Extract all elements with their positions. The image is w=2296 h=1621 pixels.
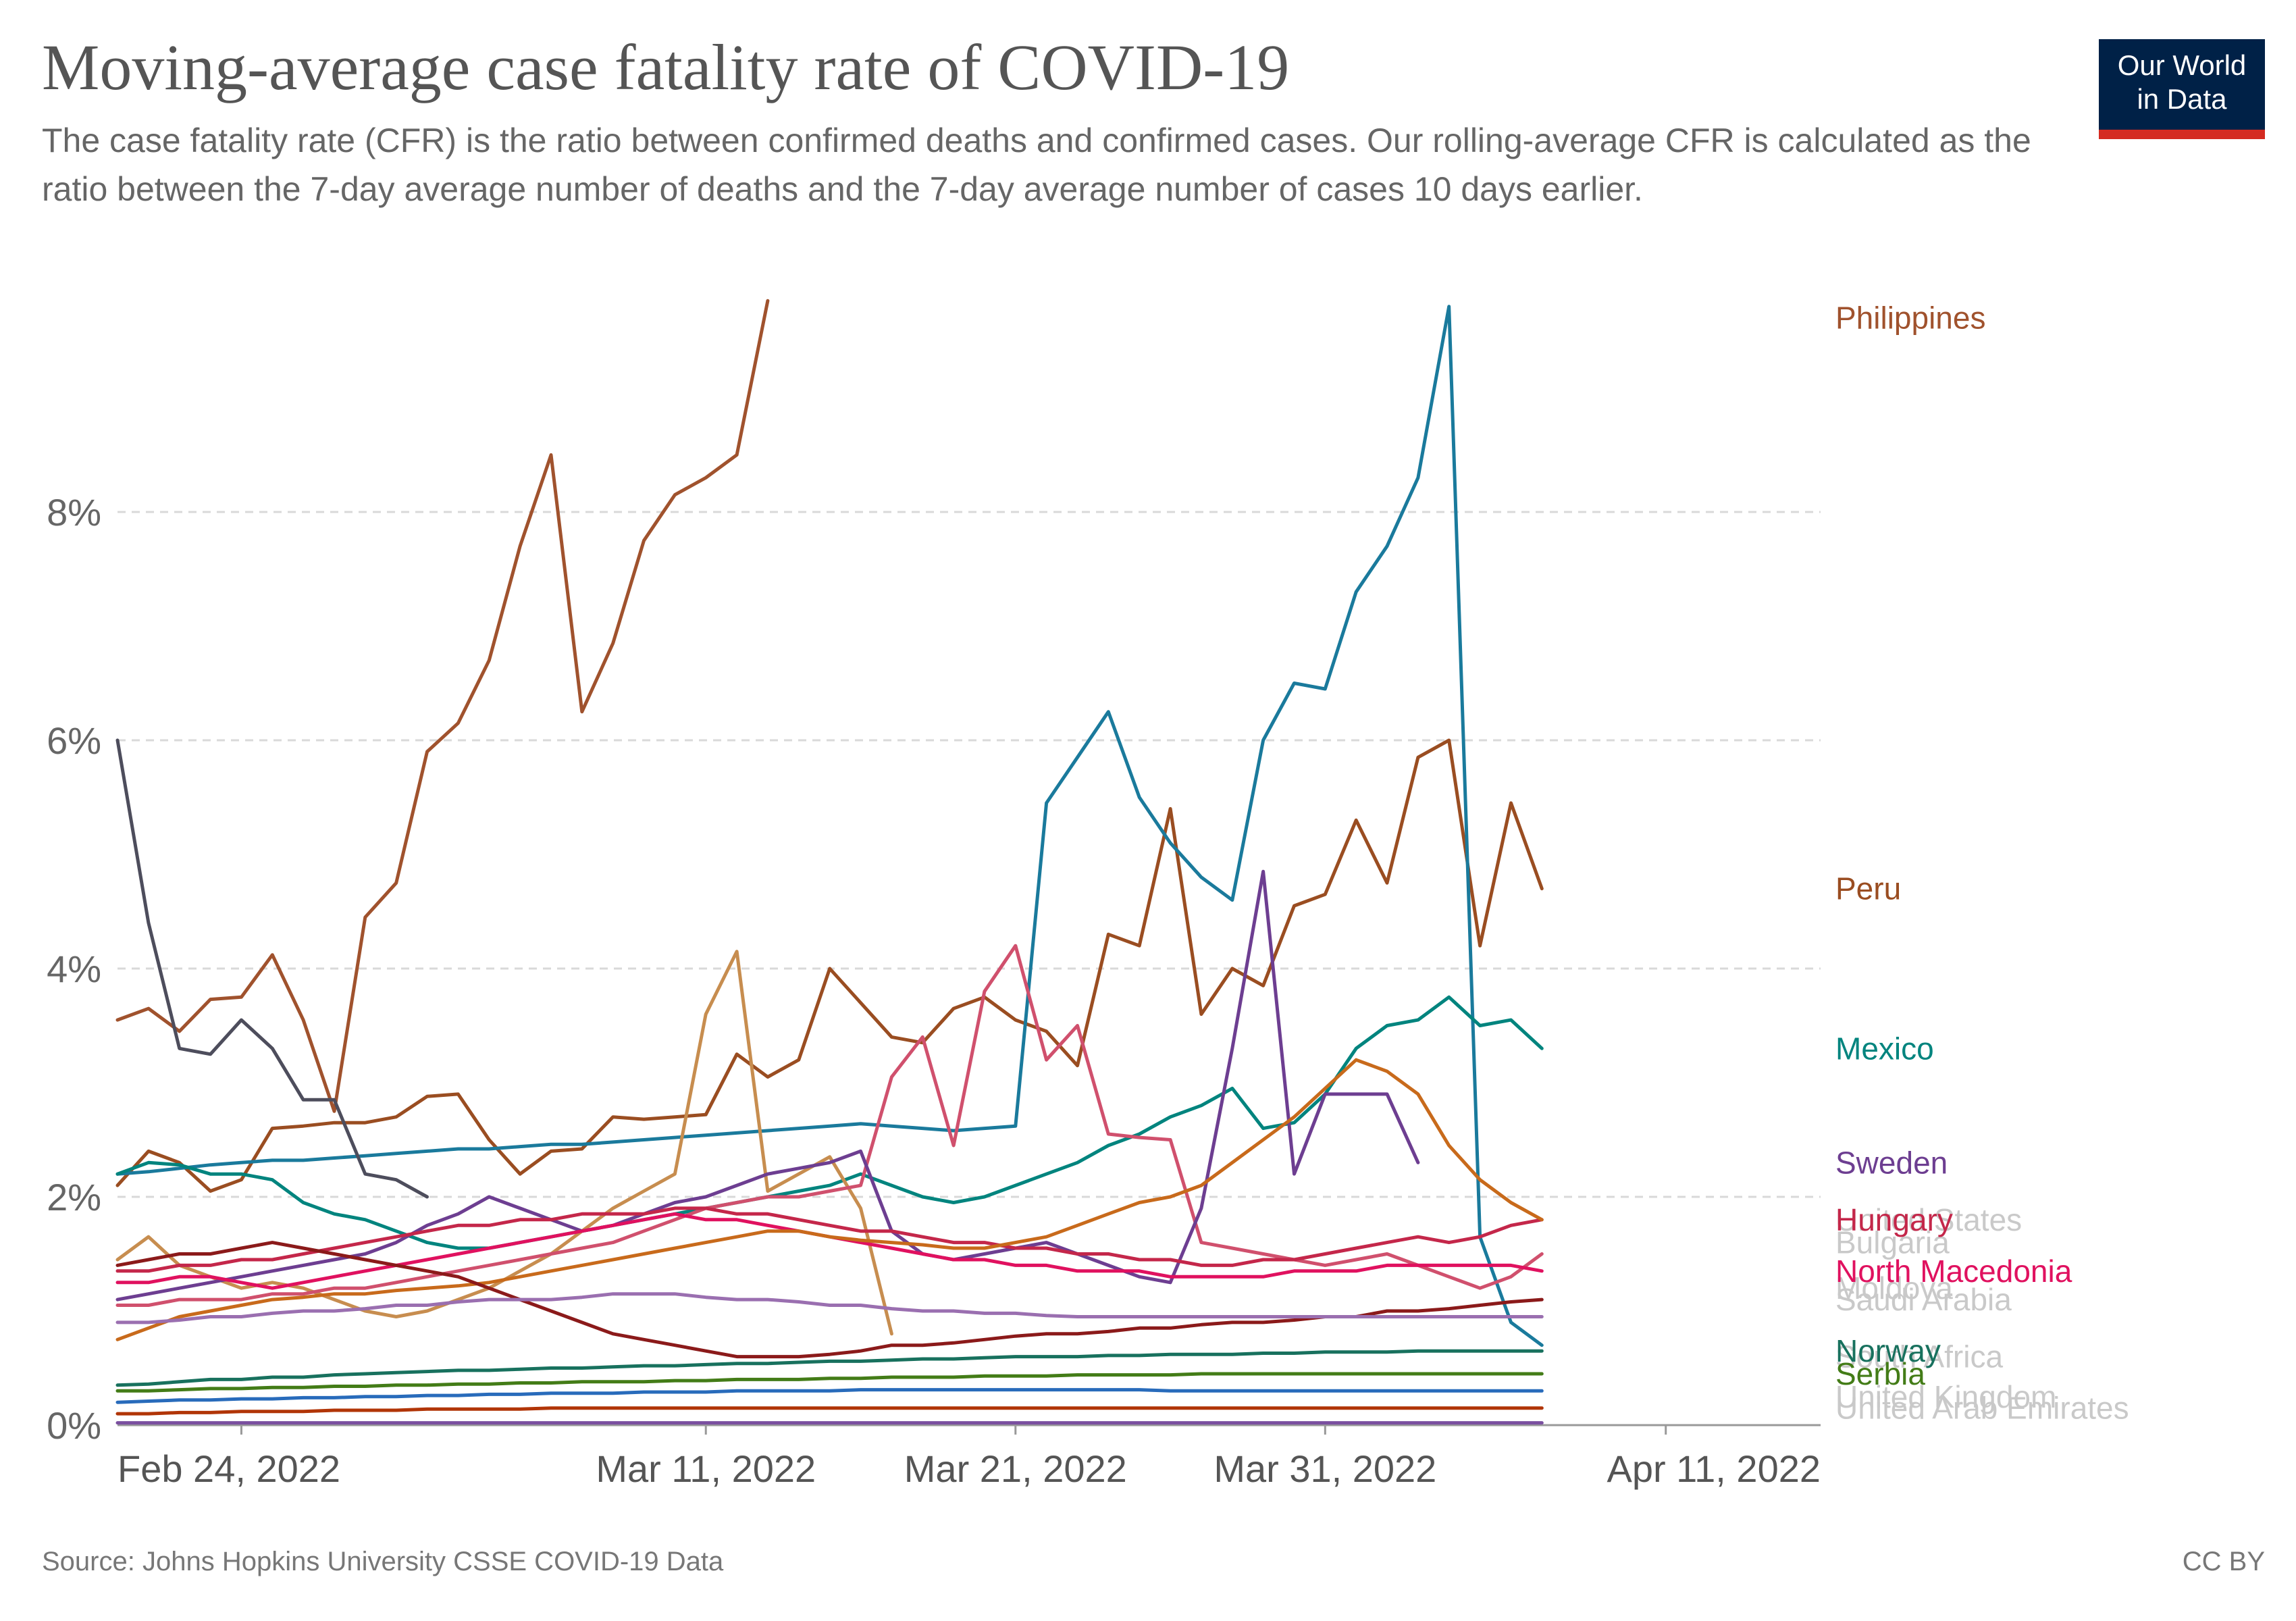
y-tick-label: 6% — [47, 719, 101, 762]
series-line[interactable] — [115, 738, 429, 1199]
series-label-sweden: Sweden — [1835, 1145, 1948, 1180]
series-label-peru: Peru — [1835, 871, 1901, 906]
series-label-serbia: Serbia — [1835, 1356, 1925, 1391]
grid-lines — [118, 511, 1821, 1198]
series-line[interactable] — [115, 1058, 1544, 1341]
background-series-label: Bulgaria — [1835, 1225, 1950, 1260]
license-link[interactable]: CC BY — [2182, 1547, 2265, 1576]
x-tick-label: Apr 11, 2022 — [1607, 1447, 1821, 1490]
series-label-norway: Norway — [1835, 1333, 1941, 1368]
y-tick-label: 2% — [47, 1176, 101, 1218]
series-line-hungary[interactable] — [115, 1206, 1544, 1273]
series-line-peru[interactable] — [115, 738, 1544, 1193]
series-label-mexico: Mexico — [1835, 1031, 1934, 1066]
logo-line-1: Our World — [2117, 49, 2247, 81]
y-tick-label: 8% — [47, 491, 101, 534]
y-tick-label: 0% — [47, 1404, 101, 1447]
chart-title: Moving-average case fatality rate of COV… — [42, 31, 1290, 103]
axes: 0% 2% 4% 6% 8% Feb 24, 2022 Mar 11, 2022 Mar 21… — [47, 491, 1821, 1490]
y-tick-label: 4% — [47, 948, 101, 990]
x-tick-label: Mar 31, 2022 — [1214, 1447, 1436, 1490]
series-lines — [115, 299, 1544, 1425]
chart-subtitle: The case fatality rate (CFR) is the rati… — [42, 122, 2031, 208]
series-line[interactable] — [115, 944, 1544, 1307]
logo-line-2: in Data — [2137, 83, 2227, 115]
background-series-label: Moldova — [1835, 1270, 1953, 1306]
series-label-north-macedonia: North Macedonia — [1835, 1254, 2072, 1289]
x-tick-label: Mar 21, 2022 — [904, 1447, 1127, 1490]
series-line-norway[interactable] — [115, 1349, 1544, 1387]
x-tick-label: Feb 24, 2022 — [118, 1447, 340, 1490]
series-line-mexico[interactable] — [115, 995, 1544, 1250]
series-label-philippines: Philippines — [1835, 301, 1985, 336]
series-line[interactable] — [115, 1406, 1544, 1416]
series-label-hungary: Hungary — [1835, 1202, 1953, 1237]
background-series-label: South Africa — [1835, 1339, 2003, 1374]
background-series-label: United States — [1835, 1202, 2022, 1237]
background-series-label: United Kingdom — [1835, 1379, 2056, 1414]
series-line-sweden[interactable] — [115, 869, 1420, 1302]
background-series-label: Saudi Arabia — [1835, 1282, 2012, 1317]
series-line[interactable] — [115, 1292, 1544, 1324]
series-line-philippines[interactable] — [115, 299, 770, 1113]
series-line-serbia[interactable] — [115, 1372, 1544, 1393]
x-tick-label: Mar 11, 2022 — [596, 1447, 816, 1490]
source-note: Source: Johns Hopkins University CSSE CO… — [42, 1547, 724, 1576]
owid-logo[interactable]: Our World in Data — [2099, 39, 2265, 139]
series-line[interactable] — [115, 1241, 1544, 1359]
series-line[interactable] — [115, 1388, 1544, 1404]
series-line[interactable] — [115, 305, 1544, 1347]
background-series-label: United Arab Emirates — [1835, 1391, 2129, 1426]
